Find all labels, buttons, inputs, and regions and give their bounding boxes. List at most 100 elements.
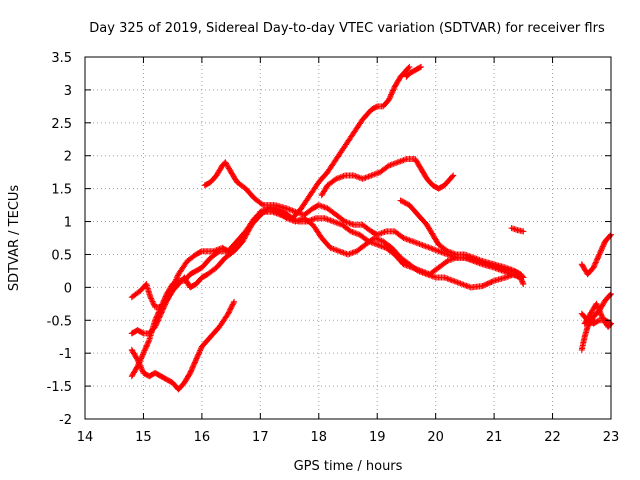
data-point-cluster xyxy=(374,229,388,238)
data-point-cluster xyxy=(429,231,441,247)
series-track-5 xyxy=(201,159,524,281)
data-point-cluster xyxy=(590,317,602,327)
data-point-cluster xyxy=(350,117,365,136)
data-point-cluster xyxy=(406,67,417,77)
data-point-cluster xyxy=(193,275,204,288)
data-point-cluster xyxy=(371,235,385,244)
data-point-cluster xyxy=(152,305,164,324)
series-track-9 xyxy=(508,225,527,235)
data-point-cluster xyxy=(134,327,146,336)
data-point-cluster xyxy=(198,255,213,271)
series-track-3 xyxy=(128,298,238,393)
data-point-cluster xyxy=(397,68,409,80)
data-point xyxy=(520,228,527,235)
data-point-cluster xyxy=(181,272,193,284)
y-tick-label: 1.5 xyxy=(51,183,72,198)
data-point-cluster xyxy=(193,248,204,258)
data-point-cluster xyxy=(391,75,403,90)
data-point-cluster xyxy=(315,170,330,186)
data-point-cluster xyxy=(204,265,219,278)
data-point-cluster xyxy=(359,221,374,234)
data-point-cluster xyxy=(444,248,458,257)
data-point-cluster xyxy=(187,358,199,376)
x-axis-label: GPS time / hours xyxy=(294,459,403,474)
data-point-cluster xyxy=(207,249,222,261)
data-point-cluster xyxy=(242,185,257,201)
data-point-cluster xyxy=(193,265,204,274)
data-point-cluster xyxy=(146,318,158,343)
data-point-cluster xyxy=(383,244,397,257)
data-point-cluster xyxy=(602,292,613,304)
data-point-cluster xyxy=(590,252,602,271)
data-point-cluster xyxy=(184,252,198,264)
data-point-cluster xyxy=(128,346,140,362)
data-point-cluster xyxy=(426,244,441,254)
data-point-cluster xyxy=(415,212,429,227)
data-point-cluster xyxy=(365,238,379,247)
data-point-cluster xyxy=(418,165,430,181)
data-point-cluster xyxy=(269,208,283,218)
data-point-cluster xyxy=(147,294,158,309)
x-tick-label: 22 xyxy=(544,430,561,445)
data-point-cluster xyxy=(377,163,391,176)
x-tick-label: 18 xyxy=(311,430,328,445)
data-point-cluster xyxy=(403,71,412,80)
y-tick-label: -2 xyxy=(59,413,72,428)
grid xyxy=(85,57,611,419)
data-point-cluster xyxy=(602,232,613,245)
plot-frame xyxy=(84,56,612,420)
data-point-cluster xyxy=(441,274,455,284)
data-point-cluster xyxy=(374,241,388,251)
data-point-cluster xyxy=(234,179,248,191)
data-point-cluster xyxy=(435,241,450,254)
data-point-cluster xyxy=(359,107,374,123)
data-point-cluster xyxy=(134,351,146,370)
data-point-cluster xyxy=(163,282,175,297)
data-point-cluster xyxy=(584,265,596,278)
data-point-cluster xyxy=(169,278,181,288)
data-point-cluster xyxy=(219,160,228,169)
data-point-cluster xyxy=(397,197,412,208)
x-tick-label: 17 xyxy=(252,430,269,445)
series-track-2 xyxy=(128,205,527,337)
data-point-cluster xyxy=(426,265,441,278)
data-point-cluster xyxy=(301,206,315,218)
data-point-cluster xyxy=(423,221,435,237)
data-point-cluster xyxy=(380,97,391,110)
data-point-cluster xyxy=(581,311,593,327)
data-point-cluster xyxy=(605,321,613,330)
data-point-cluster xyxy=(140,338,152,357)
y-tick-label: 1 xyxy=(64,216,72,231)
data-point-cluster xyxy=(158,292,170,311)
data-point-cluster xyxy=(187,281,198,291)
data-point-cluster xyxy=(175,380,187,393)
data-point-cluster xyxy=(333,144,348,162)
data-point-cluster xyxy=(307,180,321,199)
data-point-cluster xyxy=(324,176,339,189)
data-point-cluster xyxy=(128,288,143,301)
data-point-cluster xyxy=(391,251,406,267)
data-point-cluster xyxy=(213,163,225,179)
data-point xyxy=(418,63,425,70)
data-point-cluster xyxy=(213,255,228,271)
data-point-cluster xyxy=(175,259,190,278)
y-tick-label: 2.5 xyxy=(51,117,72,132)
data-point xyxy=(406,63,413,70)
data-point-cluster xyxy=(418,241,432,251)
series-track-1 xyxy=(128,63,413,311)
data-point-cluster xyxy=(511,267,523,277)
data-point-cluster xyxy=(222,159,234,174)
data-point-cluster xyxy=(216,312,231,330)
x-tick-label: 16 xyxy=(194,430,211,445)
data-point-cluster xyxy=(234,229,248,245)
series-track-6 xyxy=(318,156,457,199)
data-point-cluster xyxy=(318,183,330,199)
data-point-cluster xyxy=(368,104,380,113)
x-tick-label: 20 xyxy=(427,430,444,445)
data-point-cluster xyxy=(207,325,222,340)
data-point-cluster xyxy=(394,156,408,166)
data-point xyxy=(450,172,457,179)
data-point-cluster xyxy=(400,235,414,244)
data-point-cluster xyxy=(324,157,339,176)
